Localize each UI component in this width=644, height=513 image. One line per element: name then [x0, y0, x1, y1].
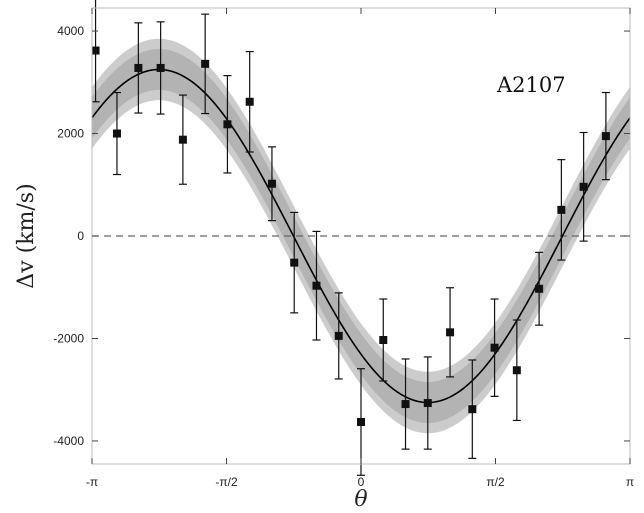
data-point	[134, 22, 143, 114]
x-tick-label: -π	[86, 475, 98, 489]
x-tick-label: -π/2	[215, 475, 238, 489]
data-points	[91, 0, 610, 476]
data-point	[512, 319, 521, 422]
point-marker	[490, 343, 499, 352]
point-marker	[245, 97, 254, 106]
y-tick-label: -2000	[53, 331, 84, 345]
y-axis-label: Δv (km/s)	[14, 183, 39, 288]
data-point	[312, 230, 321, 341]
inner-confidence-band	[92, 48, 630, 424]
data-point	[245, 50, 254, 153]
point-marker	[601, 132, 610, 141]
data-point	[267, 146, 276, 222]
point-marker	[535, 284, 544, 293]
data-point	[490, 298, 499, 397]
point-marker	[312, 281, 321, 290]
cluster-annotation: A2107	[496, 73, 566, 97]
point-marker	[446, 328, 455, 337]
data-point	[156, 21, 165, 115]
x-tick-label: 0	[358, 475, 365, 489]
point-marker	[468, 405, 477, 414]
point-marker	[267, 179, 276, 188]
point-marker	[91, 46, 100, 55]
point-marker	[178, 135, 187, 144]
data-point	[178, 94, 187, 185]
axis-ticks	[91, 8, 631, 464]
data-point	[290, 211, 299, 314]
point-marker	[201, 59, 210, 68]
point-marker	[423, 399, 432, 408]
point-marker	[134, 63, 143, 72]
data-point	[357, 368, 365, 476]
point-marker	[223, 120, 232, 129]
point-marker	[112, 129, 121, 138]
y-tick-label: 2000	[57, 127, 84, 141]
y-tick-label: 0	[77, 229, 84, 243]
data-point	[379, 298, 388, 382]
point-marker	[334, 331, 343, 340]
data-point	[557, 159, 566, 261]
data-point	[535, 251, 544, 326]
point-marker	[379, 336, 388, 345]
x-tick-label: π/2	[486, 475, 505, 489]
data-point	[446, 287, 455, 378]
x-axis-label: θ	[354, 487, 367, 512]
data-point	[223, 75, 232, 174]
y-tick-label: -4000	[53, 434, 84, 448]
data-point	[334, 292, 343, 380]
data-point	[201, 13, 210, 115]
tick-labels: 4000 2000 0 -2000 -4000 -π -π/2 0 π/2 π	[53, 24, 634, 489]
data-point	[601, 91, 610, 181]
x-tick-label: π	[626, 475, 634, 489]
point-marker	[156, 63, 165, 72]
point-marker	[357, 417, 365, 426]
point-marker	[401, 400, 410, 409]
model-bands	[92, 38, 630, 434]
data-point	[112, 91, 121, 176]
point-marker	[290, 258, 299, 267]
point-marker	[557, 205, 566, 214]
y-tick-label: 4000	[57, 24, 84, 38]
data-point	[91, 0, 100, 103]
data-point	[579, 131, 588, 242]
point-marker	[579, 182, 588, 191]
data-point	[468, 359, 477, 459]
data-point	[401, 358, 410, 450]
point-marker	[512, 366, 521, 375]
data-point	[423, 356, 432, 450]
model-curve	[91, 68, 631, 404]
